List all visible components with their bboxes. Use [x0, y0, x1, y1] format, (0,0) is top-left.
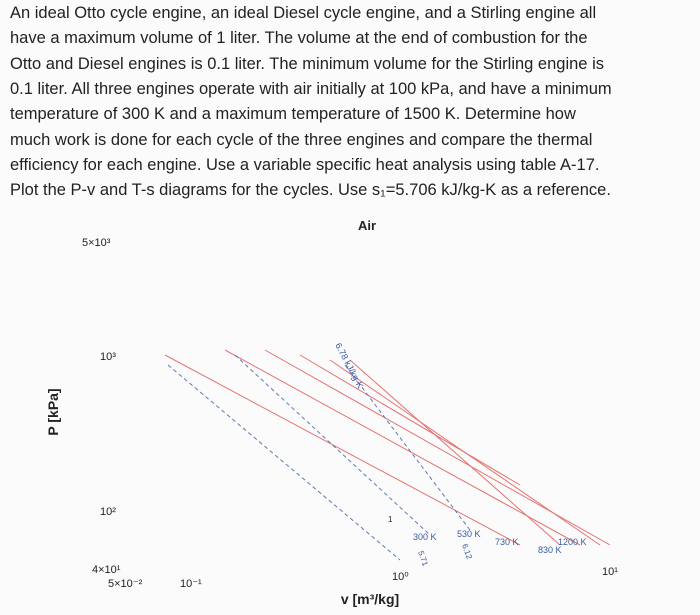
- annotation: 300 K: [413, 532, 437, 542]
- text-line: An ideal Otto cycle engine, an ideal Die…: [10, 4, 597, 22]
- x-tick-label: 10⁰: [392, 571, 409, 583]
- text-line: Otto and Diesel engines is 0.1 liter. Th…: [10, 54, 604, 73]
- annotation: 530 K: [457, 529, 481, 539]
- text-line: much work is done for each cycle of the …: [10, 130, 593, 149]
- text-line: 0.1 liter. All three engines operate wit…: [10, 79, 612, 98]
- annotation: 1: [388, 515, 393, 524]
- isentropes: [167, 354, 471, 561]
- x-tick-label: 10¹: [602, 566, 618, 578]
- annotation: 830 K: [538, 545, 562, 555]
- x-tick-label: 10⁻¹: [180, 578, 202, 590]
- annotation: 1200 K: [558, 537, 587, 547]
- x-tick-label: 5×10⁻²: [108, 578, 143, 590]
- y-tick-label: 10²: [100, 506, 116, 518]
- x-axis-label: v [m³/kg]: [341, 591, 399, 607]
- y-tick-label: 5×10³: [82, 237, 111, 249]
- text-line: temperature of 300 K and a maximum tempe…: [10, 105, 576, 124]
- y-tick-label: 4×10¹: [92, 564, 121, 576]
- y-tick-label: 10³: [100, 351, 116, 363]
- isotherms: [164, 349, 611, 546]
- annotation: 6.12: [460, 543, 474, 561]
- annotation: 5.71: [416, 550, 430, 568]
- text-line: Plot the P-v and T-s diagrams for the cy…: [10, 181, 611, 200]
- annotation: 730 K: [495, 537, 519, 547]
- text-line: efficiency for each engine. Use a variab…: [10, 155, 600, 174]
- text-line: have a maximum volume of 1 liter. The vo…: [10, 29, 588, 48]
- y-axis-label: P [kPa]: [45, 388, 61, 435]
- chart-title: Air: [358, 218, 376, 233]
